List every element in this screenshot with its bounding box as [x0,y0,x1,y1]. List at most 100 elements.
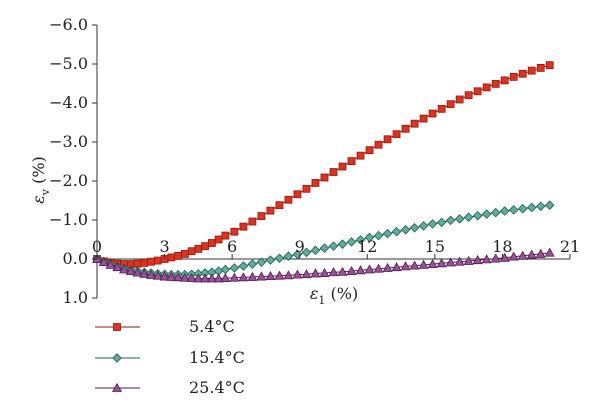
x-tick-label: 3 [159,237,169,256]
data-point [112,262,123,272]
data-point [256,257,267,267]
y-tick-label: −5.0 [49,54,88,73]
data-point [213,273,224,283]
data-point [257,212,266,221]
data-point [428,109,437,118]
data-point [544,200,555,210]
y-tick-label: −4.0 [49,93,88,112]
series-2 [92,247,555,283]
data-point [229,263,240,273]
data-point [545,61,554,70]
y-tick-label: 0.0 [63,249,88,268]
data-point [508,205,519,215]
data-point [427,219,438,229]
data-point [518,69,527,78]
data-point [247,259,258,269]
data-point [229,272,240,282]
data-point [418,259,429,269]
data-point [187,247,196,256]
x-tick-label: 0 [92,237,102,256]
data-point [446,100,455,109]
data-point [329,168,338,176]
data-point [302,184,311,193]
data-point [193,273,204,283]
legend-item: 25.4°C [95,378,245,397]
data-point [365,146,374,155]
data-point [152,270,163,280]
data-point [238,272,249,282]
data-point [200,273,211,283]
data-point [180,250,189,258]
data-point [527,66,536,75]
legend-label: 15.4°C [189,348,245,367]
x-tick-label: 12 [357,237,377,256]
data-point [536,64,545,72]
data-point [355,235,366,245]
data-point [454,256,465,266]
plot-area [92,25,570,298]
data-point [220,272,231,283]
data-point [214,235,223,244]
data-point [265,271,276,281]
x-tick-label: 6 [227,237,237,256]
data-point [173,272,184,282]
data-point [499,206,510,216]
data-point [207,239,216,247]
data-point [491,79,500,88]
data-point [481,209,492,219]
data-point [256,271,267,281]
data-point [140,258,149,267]
data-point [364,232,375,243]
data-point [490,253,501,263]
data-point [526,249,537,259]
x-tick-label: 21 [560,237,580,256]
data-point [337,266,348,276]
legend-item: 5.4°C [95,317,235,336]
data-point [364,264,375,274]
legend-marker [112,353,122,363]
data-point [166,271,177,281]
data-point [220,264,231,275]
data-point [509,72,518,81]
data-point [401,124,410,133]
data-point [517,203,528,214]
data-point [247,271,258,281]
data-point [481,254,492,264]
data-point [159,271,170,281]
data-point [275,201,284,210]
data-point [328,241,339,251]
data-point [283,251,294,262]
data-point [436,217,447,228]
data-point [391,262,402,272]
legend-marker [113,323,121,331]
y-tick-label: −1.0 [49,210,88,229]
data-point [472,210,483,221]
data-point [319,243,330,253]
data-point [355,265,366,275]
data-point [347,157,356,166]
data-point [346,237,357,247]
data-point [382,228,393,239]
data-point [186,272,197,283]
data-point [464,91,473,100]
data-point [463,255,474,265]
data-point [98,256,109,267]
y-tick-label: −2.0 [49,171,88,190]
data-point [153,256,162,265]
data-point [463,212,474,223]
data-point [490,207,501,218]
legend-marker [112,382,122,392]
data-point [274,253,285,263]
data-point [445,257,456,267]
data-point [266,206,275,215]
data-point [419,114,428,123]
data-point [500,76,509,85]
data-point [409,260,420,270]
data-point [194,244,203,253]
legend: 5.4°C 15.4°C 25.4°C [95,317,245,397]
data-point [238,261,249,271]
data-point [356,151,365,160]
data-point [301,269,312,279]
data-point [146,269,157,279]
y-tick-label: −6.0 [49,15,88,34]
